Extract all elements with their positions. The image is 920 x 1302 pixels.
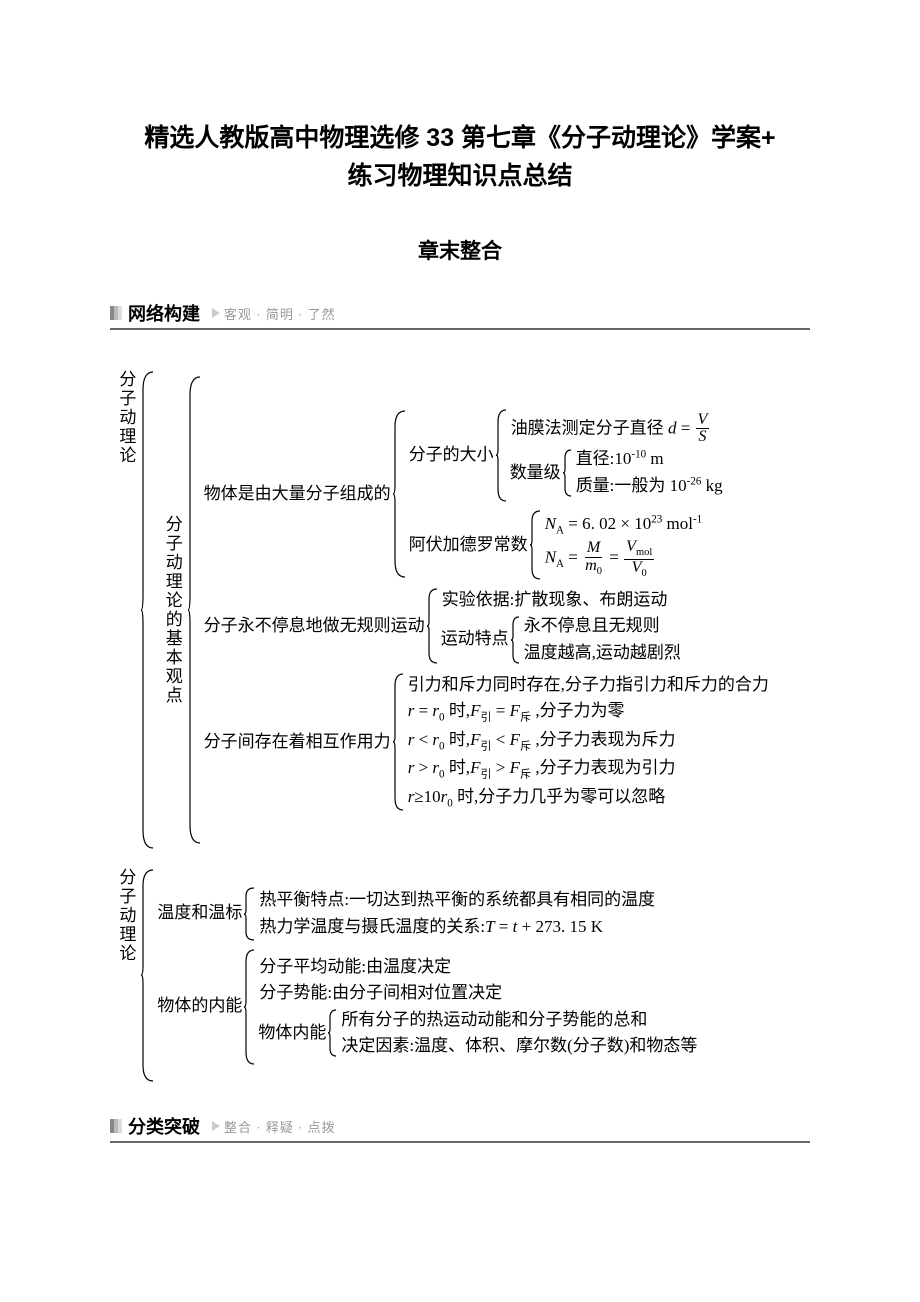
- section-network-label: 网络构建: [128, 300, 200, 326]
- na-formula-line: NA = Mm0 = VmolV0: [543, 539, 702, 578]
- section-network-desc: 客观 · 简明 · 了然: [212, 304, 336, 323]
- section-marker-icon: [110, 1119, 122, 1133]
- tree2-root: 分子动理论: [110, 868, 140, 1083]
- e3-line2: 决定因素:温度、体积、摩尔数(分子数)和物态等: [339, 1033, 697, 1059]
- section-breakthrough-desc: 整合 · 释疑 · 点拨: [212, 1117, 336, 1136]
- section-breakthrough-label: 分类突破: [128, 1113, 200, 1139]
- chapter-title: 章末整合: [110, 235, 810, 265]
- feature-label: 运动特点: [440, 626, 510, 652]
- temp-line2: 热力学温度与摄氏温度的关系:T = t + 273. 15 K: [257, 914, 655, 940]
- motion-label: 分子永不停息地做无规则运动: [203, 613, 426, 639]
- e3-line1: 所有分子的热运动动能和分子势能的总和: [339, 1007, 697, 1033]
- triangle-icon: [212, 308, 220, 318]
- doc-title-line1: 精选人教版高中物理选修 33 第七章《分子动理论》学案+: [110, 120, 810, 158]
- temp-line1: 热平衡特点:一切达到热平衡的系统都具有相同的温度: [257, 887, 655, 913]
- energy-line1: 分子平均动能:由温度决定: [257, 954, 697, 980]
- temp-label: 温度和温标: [156, 900, 243, 926]
- section-breakthrough-desc-text: 整合 · 释疑 · 点拨: [224, 1117, 336, 1136]
- force-label: 分子间存在着相互作用力: [203, 729, 392, 755]
- tree1-root: 分子动理论: [110, 370, 140, 850]
- na-value-line: NA = 6. 02 × 1023 mol-1: [543, 511, 702, 540]
- section-breakthrough-header: 分类突破 整合 · 释疑 · 点拨: [110, 1113, 810, 1143]
- mass-line: 质量:一般为 10-26 kg: [574, 473, 723, 499]
- section-network-desc-text: 客观 · 简明 · 了然: [224, 304, 336, 323]
- concept-tree-1: 分子动理论 分子动理论的基本观点 物体是由大量分子组成的 分子的大小: [110, 370, 810, 1083]
- doc-title-line2: 练习物理知识点总结: [110, 158, 810, 196]
- feature-2: 温度越高,运动越剧烈: [522, 640, 681, 666]
- tree1-branch1-label: 分子动理论的基本观点: [156, 515, 186, 705]
- magnitude-label: 数量级: [509, 460, 562, 486]
- motion-evidence: 实验依据:扩散现象、布朗运动: [440, 587, 681, 613]
- feature-1: 永不停息且无规则: [522, 613, 681, 639]
- size-label: 分子的大小: [408, 442, 495, 468]
- force-line2: r = r0 时,F引 = F斥 ,分子力为零: [406, 698, 769, 727]
- section-network-header: 网络构建 客观 · 简明 · 了然: [110, 300, 810, 330]
- diameter-line: 直径:10-10 m: [574, 446, 723, 472]
- force-line3: r < r0 时,F引 < F斥 ,分子力表现为斥力: [406, 727, 769, 756]
- composition-label: 物体是由大量分子组成的: [203, 481, 392, 507]
- force-line4: r > r0 时,F引 > F斥 ,分子力表现为引力: [406, 755, 769, 784]
- section-marker-icon: [110, 306, 122, 320]
- force-line5: r≥10r0 时,分子力几乎为零可以忽略: [406, 784, 769, 813]
- energy-label: 物体的内能: [156, 993, 243, 1019]
- triangle-icon: [212, 1121, 220, 1131]
- e3-label: 物体内能: [257, 1020, 327, 1046]
- avogadro-label: 阿伏加德罗常数: [408, 532, 529, 558]
- oil-film-line: 油膜法测定分子直径 d = VS: [509, 412, 723, 447]
- force-line1: 引力和斥力同时存在,分子力指引力和斥力的合力: [406, 672, 769, 698]
- energy-line2: 分子势能:由分子间相对位置决定: [257, 980, 697, 1006]
